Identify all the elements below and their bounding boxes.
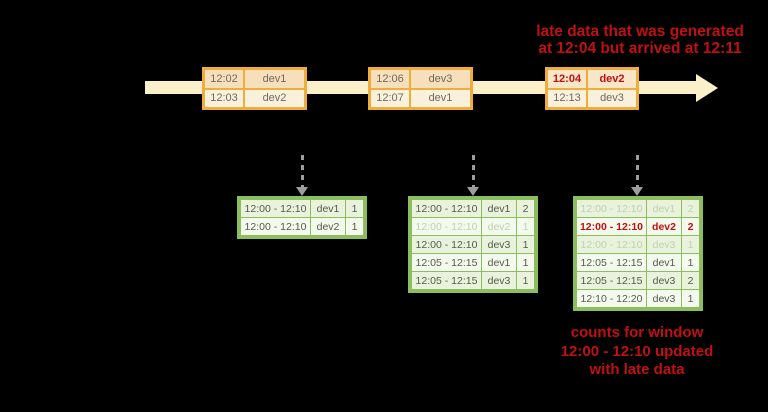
event-batch-3: 12:04 dev2 12:13 dev3 <box>545 67 639 110</box>
table-row: 12:10 - 12:20 dev3 1 <box>577 290 699 307</box>
window-cell: 12:00 - 12:10 <box>412 218 481 235</box>
table-row: 12:00 - 12:10 dev3 1 <box>412 236 534 253</box>
window-cell: 12:00 - 12:10 <box>241 200 310 217</box>
counts-updated-annotation: counts for window 12:00 - 12:10 updated … <box>527 324 747 380</box>
device-cell: dev1 <box>647 254 681 271</box>
counts-updated-annotation-line2: 12:00 - 12:10 updated <box>560 342 714 360</box>
event-device-cell: dev2 <box>588 70 636 88</box>
event-device-cell: dev3 <box>411 70 470 88</box>
count-cell: 1 <box>346 218 363 235</box>
count-cell: 1 <box>682 254 699 271</box>
count-cell: 2 <box>517 200 534 217</box>
table-row-faded: 12:00 - 12:10 dev2 1 <box>412 218 534 235</box>
window-cell: 12:05 - 12:15 <box>577 254 646 271</box>
device-cell: dev3 <box>482 272 516 289</box>
window-cell: 12:00 - 12:10 <box>412 236 481 253</box>
table-row-faded: 12:00 - 12:10 dev3 1 <box>577 236 699 253</box>
table-row: 12:05 - 12:15 dev1 1 <box>412 254 534 271</box>
device-cell: dev1 <box>647 200 681 217</box>
event-row-late: 12:04 dev2 <box>548 70 636 88</box>
event-time-cell: 12:13 <box>548 89 586 107</box>
down-arrow-dashed-line <box>471 155 475 187</box>
device-cell: dev3 <box>647 290 681 307</box>
count-cell: 1 <box>517 236 534 253</box>
event-batch-1: 12:02 dev1 12:03 dev2 <box>202 67 307 110</box>
event-row: 12:13 dev3 <box>548 89 636 107</box>
event-batch-2: 12:06 dev3 12:07 dev1 <box>368 67 473 110</box>
device-cell: dev1 <box>482 254 516 271</box>
table-row: 12:05 - 12:15 dev3 1 <box>412 272 534 289</box>
late-data-annotation-line1: late data that was generated <box>536 23 744 40</box>
event-time-cell: 12:03 <box>205 89 243 107</box>
window-cell: 12:05 - 12:15 <box>577 272 646 289</box>
table-row-late-update: 12:00 - 12:10 dev2 2 <box>577 218 699 235</box>
device-cell: dev2 <box>647 218 681 235</box>
device-cell: dev3 <box>647 272 681 289</box>
device-cell: dev3 <box>482 236 516 253</box>
table-row: 12:00 - 12:10 dev1 1 <box>241 200 363 217</box>
event-row: 12:07 dev1 <box>371 89 470 107</box>
event-row: 12:03 dev2 <box>205 89 304 107</box>
device-cell: dev1 <box>311 200 345 217</box>
table-row: 12:00 - 12:10 dev2 1 <box>241 218 363 235</box>
event-device-cell: dev1 <box>411 89 470 107</box>
table-row: 12:00 - 12:10 dev1 2 <box>412 200 534 217</box>
window-cell: 12:00 - 12:10 <box>577 236 646 253</box>
event-device-cell: dev2 <box>245 89 304 107</box>
down-arrow-head <box>467 187 479 196</box>
result-table-3: 12:00 - 12:10 dev1 2 12:00 - 12:10 dev2 … <box>573 196 703 311</box>
down-arrow-dashed-line <box>300 155 304 187</box>
count-cell: 1 <box>517 272 534 289</box>
window-cell: 12:00 - 12:10 <box>577 200 646 217</box>
table-row: 12:05 - 12:15 dev1 1 <box>577 254 699 271</box>
count-cell: 1 <box>682 290 699 307</box>
device-cell: dev3 <box>647 236 681 253</box>
timeline-arrowhead-icon <box>696 74 718 102</box>
counts-updated-annotation-line3: with late data <box>589 361 685 378</box>
table-row-faded: 12:00 - 12:10 dev1 2 <box>577 200 699 217</box>
down-arrow-dashed-line <box>635 155 639 187</box>
window-cell: 12:05 - 12:15 <box>412 254 481 271</box>
event-time-cell: 12:07 <box>371 89 409 107</box>
result-table-1: 12:00 - 12:10 dev1 1 12:00 - 12:10 dev2 … <box>237 196 367 239</box>
window-cell: 12:00 - 12:10 <box>241 218 310 235</box>
window-cell: 12:05 - 12:15 <box>412 272 481 289</box>
late-data-annotation-line2: at 12:04 but arrived at 12:11 <box>538 40 742 57</box>
event-device-cell: dev3 <box>588 89 636 107</box>
device-cell: dev2 <box>482 218 516 235</box>
down-arrow-head <box>296 187 308 196</box>
event-row: 12:06 dev3 <box>371 70 470 88</box>
count-cell: 2 <box>682 218 699 235</box>
device-cell: dev2 <box>311 218 345 235</box>
event-time-cell: 12:02 <box>205 70 243 88</box>
count-cell: 2 <box>682 200 699 217</box>
count-cell: 1 <box>682 236 699 253</box>
late-data-annotation: late data that was generated at 12:04 bu… <box>510 23 768 57</box>
table-row: 12:05 - 12:15 dev3 2 <box>577 272 699 289</box>
count-cell: 2 <box>682 272 699 289</box>
event-time-cell: 12:04 <box>548 70 586 88</box>
count-cell: 1 <box>346 200 363 217</box>
event-time-cell: 12:06 <box>371 70 409 88</box>
window-cell: 12:00 - 12:10 <box>412 200 481 217</box>
count-cell: 1 <box>517 254 534 271</box>
device-cell: dev1 <box>482 200 516 217</box>
event-row: 12:02 dev1 <box>205 70 304 88</box>
counts-updated-annotation-line1: counts for window <box>570 324 704 341</box>
event-device-cell: dev1 <box>245 70 304 88</box>
window-cell: 12:10 - 12:20 <box>577 290 646 307</box>
window-cell: 12:00 - 12:10 <box>577 218 646 235</box>
down-arrow-head <box>631 187 643 196</box>
count-cell: 1 <box>517 218 534 235</box>
result-table-2: 12:00 - 12:10 dev1 2 12:00 - 12:10 dev2 … <box>408 196 538 293</box>
